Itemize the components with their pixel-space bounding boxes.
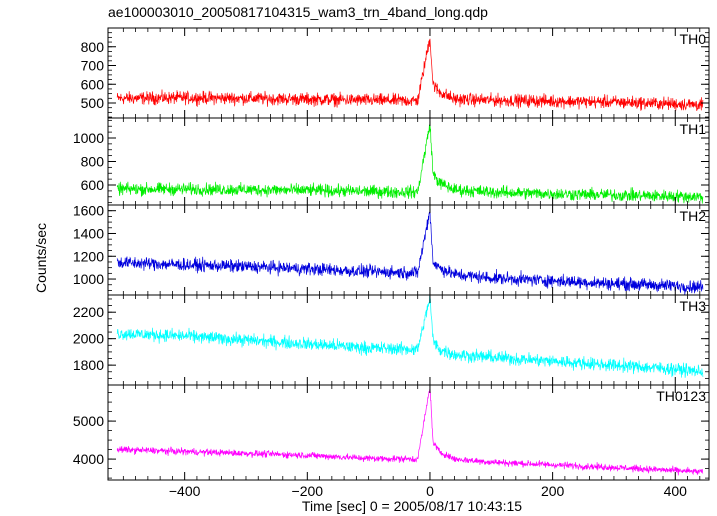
panel-th0123: 4000 5000 TH0123 (73, 384, 710, 481)
y-tick-label: 4000 (73, 451, 104, 467)
series-th0123 (116, 389, 704, 476)
panel-label: TH1 (680, 121, 707, 137)
y-axis-label: Counts/sec (33, 223, 49, 293)
x-tick-label: 0 (426, 483, 434, 499)
y-tick-label: 1000 (73, 130, 104, 146)
x-axis-labels: −400 −200 0 200 400 (169, 483, 687, 499)
panel-label: TH2 (680, 208, 707, 224)
panel-label: TH3 (680, 298, 707, 314)
plot-panels: 500 600 700 800 TH0 600 800 1000 TH1 1000 1200 1400… (73, 27, 710, 481)
x-tick-label: 400 (664, 483, 688, 499)
panel-th3: 1800 2000 2200 TH3 (73, 294, 710, 386)
x-tick-label: 200 (541, 483, 565, 499)
y-tick-label: 1800 (73, 357, 104, 373)
series-th1 (116, 121, 704, 204)
series-th0 (116, 38, 704, 111)
chart-title: ae100003010_20050817104315_wam3_trn_4ban… (108, 4, 488, 20)
y-tick-label: 600 (81, 177, 105, 193)
y-tick-label: 800 (81, 154, 105, 170)
y-tick-label: 600 (81, 76, 105, 92)
y-tick-label: 700 (81, 58, 105, 74)
x-axis-label: Time [sec] 0 = 2005/08/17 10:43:15 (302, 498, 522, 514)
y-tick-label: 1600 (73, 203, 104, 219)
x-tick-label: −200 (292, 483, 324, 499)
panel-label: TH0123 (656, 388, 706, 404)
y-tick-label: 5000 (73, 413, 104, 429)
series-th2 (116, 208, 704, 295)
panel-label: TH0 (680, 31, 707, 47)
y-tick-label: 2200 (73, 304, 104, 320)
y-tick-label: 1400 (73, 225, 104, 241)
y-tick-label: 500 (81, 95, 105, 111)
y-tick-label: 800 (81, 39, 105, 55)
panel-frame (107, 384, 710, 481)
panel-th2: 1000 1200 1400 1600 TH2 (73, 203, 710, 296)
x-tick-label: −400 (169, 483, 201, 499)
y-tick-label: 1200 (73, 248, 104, 264)
y-tick-label: 2000 (73, 331, 104, 347)
series-th3 (116, 295, 704, 378)
panel-th0: 500 600 700 800 TH0 (81, 27, 710, 119)
y-tick-label: 1000 (73, 271, 104, 287)
panel-th1: 600 800 1000 TH1 (73, 117, 710, 206)
